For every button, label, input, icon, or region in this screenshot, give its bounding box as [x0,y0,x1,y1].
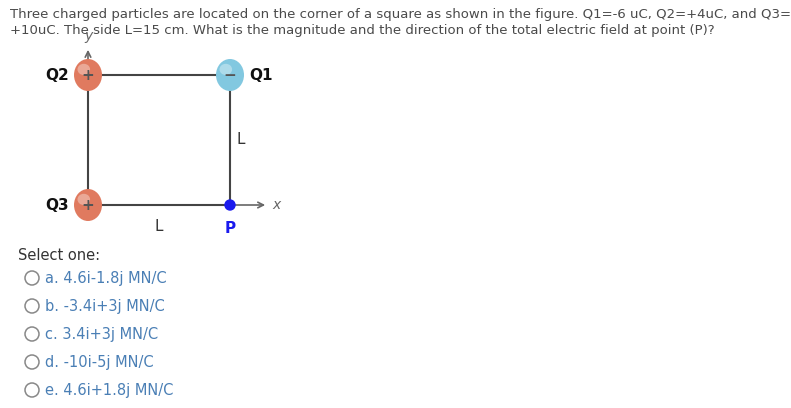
Text: Three charged particles are located on the corner of a square as shown in the fi: Three charged particles are located on t… [10,8,791,21]
Ellipse shape [219,64,232,75]
Text: b. -3.4i+3j MN/C: b. -3.4i+3j MN/C [45,299,165,313]
Circle shape [225,200,235,210]
Text: d. -10i-5j MN/C: d. -10i-5j MN/C [45,355,153,370]
Text: +10uC. The side L=15 cm. What is the magnitude and the direction of the total el: +10uC. The side L=15 cm. What is the mag… [10,24,714,37]
Text: Q3: Q3 [45,197,69,213]
Ellipse shape [74,189,102,221]
Ellipse shape [216,59,244,91]
Text: +: + [81,67,94,82]
Text: P: P [225,221,236,236]
Text: +: + [81,197,94,213]
Ellipse shape [74,59,102,91]
Text: Q1: Q1 [249,67,273,82]
Text: L: L [237,133,245,148]
Text: c. 3.4i+3j MN/C: c. 3.4i+3j MN/C [45,326,158,341]
Text: x: x [272,198,280,212]
Ellipse shape [78,64,90,75]
Text: Q2: Q2 [45,67,69,82]
Text: Select one:: Select one: [18,248,100,263]
Ellipse shape [78,194,90,205]
Text: e. 4.6i+1.8j MN/C: e. 4.6i+1.8j MN/C [45,383,173,397]
Text: y: y [84,29,92,43]
Text: −: − [224,67,237,82]
Text: a. 4.6i-1.8j MN/C: a. 4.6i-1.8j MN/C [45,271,167,286]
Text: L: L [155,219,163,234]
